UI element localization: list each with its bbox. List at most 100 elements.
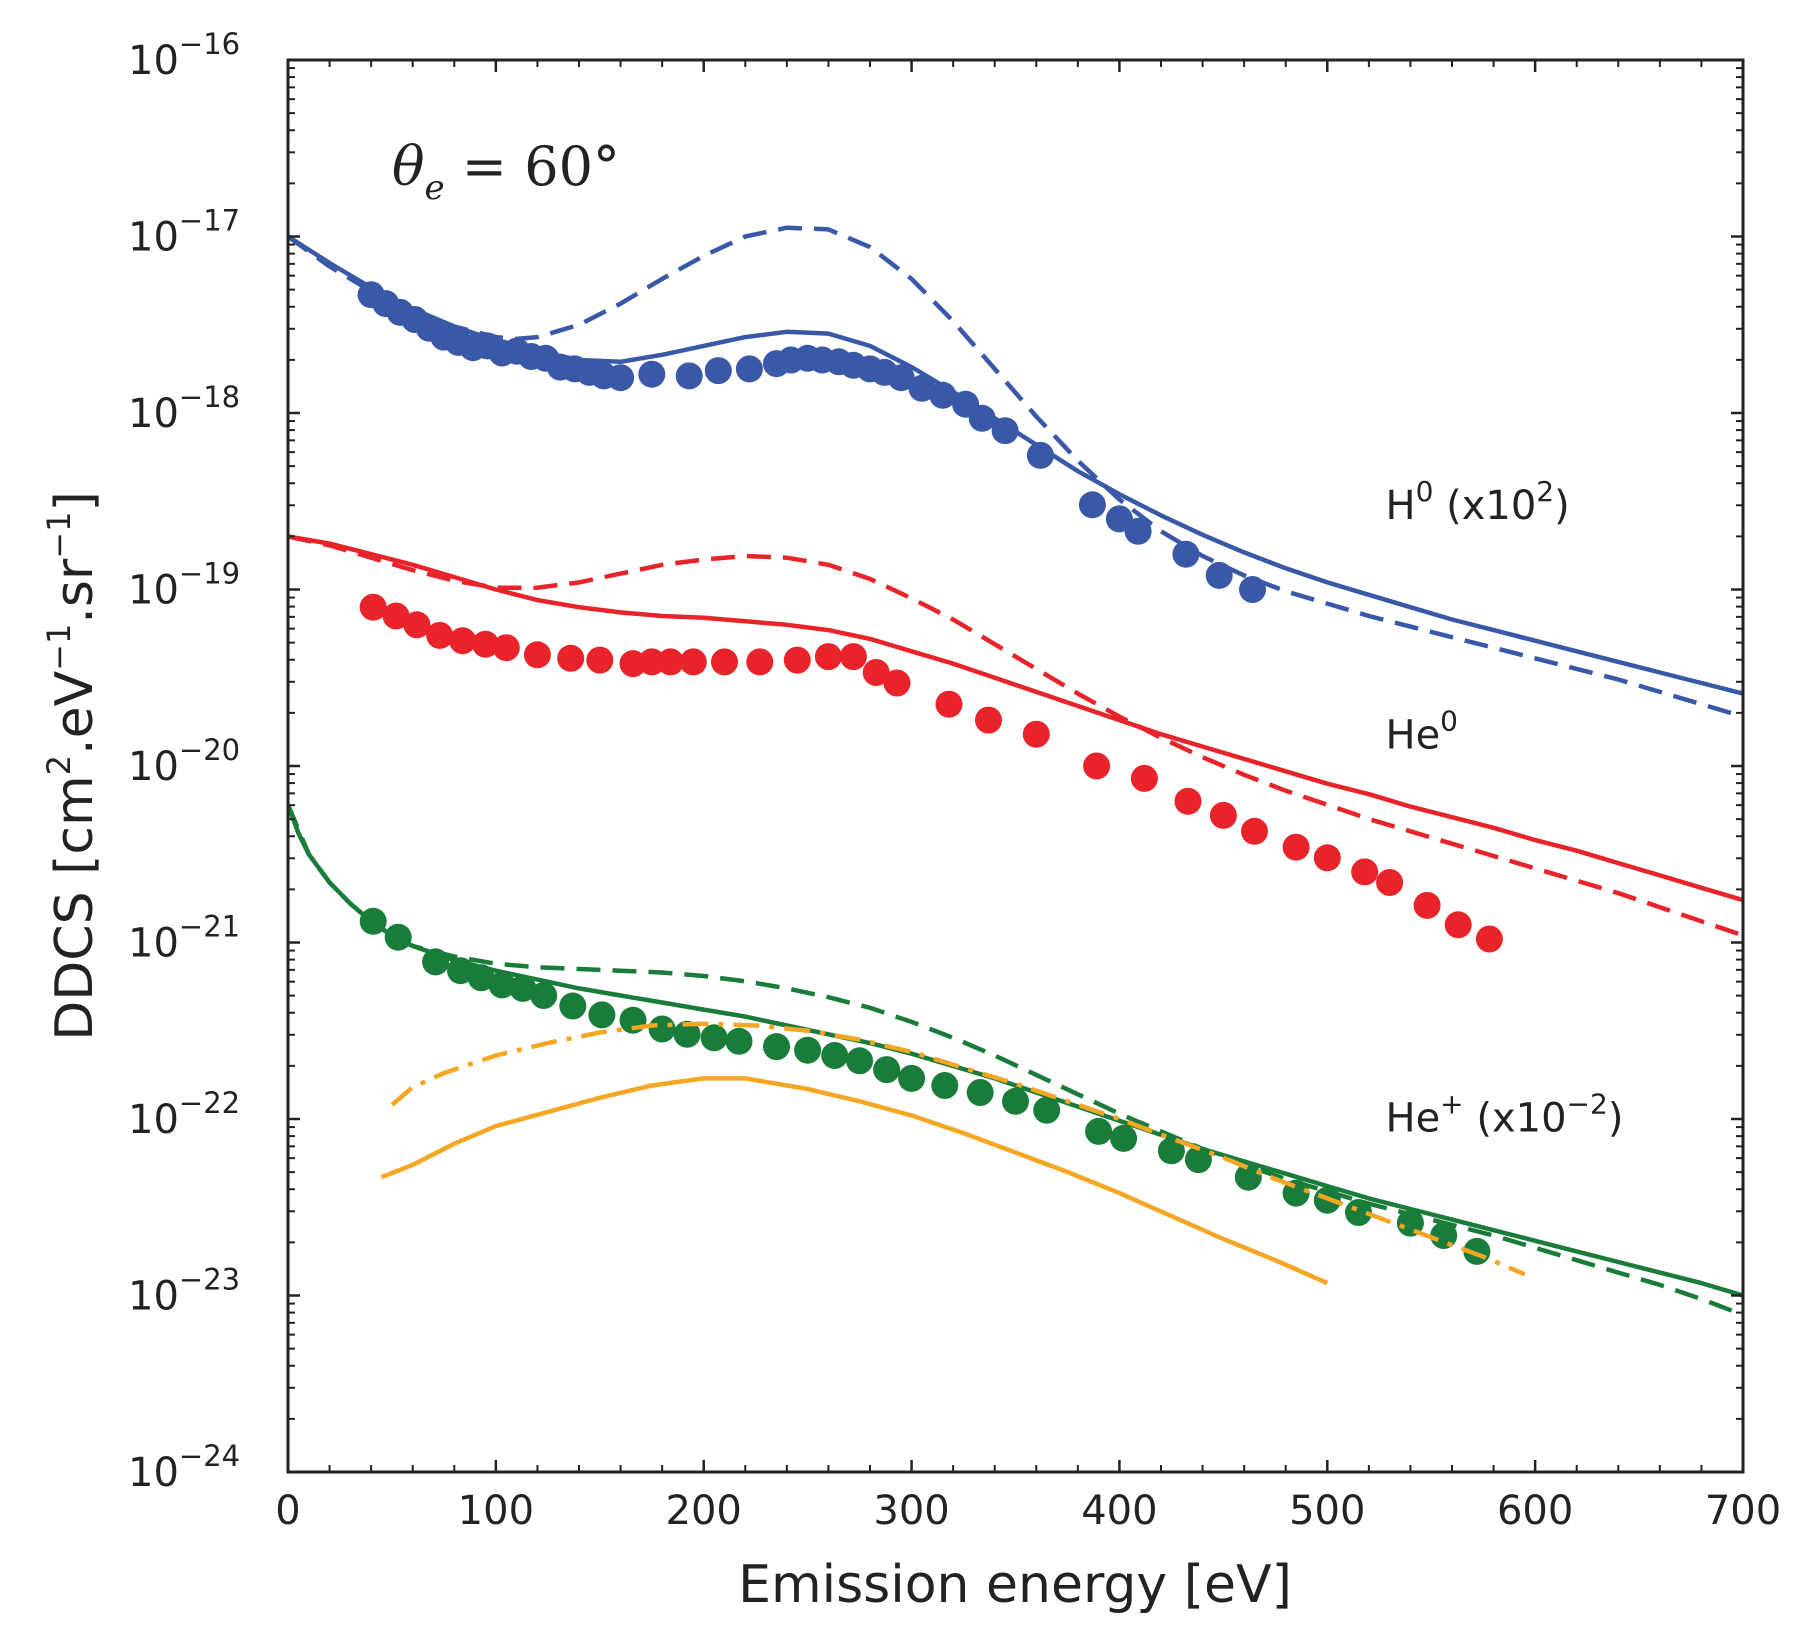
data-point: [648, 1015, 676, 1043]
data-point: [846, 1047, 874, 1075]
data-point: [814, 643, 842, 671]
data-point: [557, 644, 585, 672]
data-point: [588, 1001, 616, 1029]
data-point: [991, 417, 1019, 445]
x-tick-label: 0: [275, 1488, 300, 1534]
data-point: [711, 648, 738, 676]
data-point: [966, 1079, 994, 1106]
data-point: [1351, 858, 1379, 886]
data-point: [735, 355, 763, 383]
data-point: [1033, 1096, 1061, 1124]
y-title-part-4: ]: [45, 491, 105, 511]
data-point: [725, 1027, 753, 1055]
data-point: [657, 648, 684, 676]
series-line-he0-dashed: [288, 534, 1743, 938]
data-point: [426, 621, 454, 649]
series-layer: [288, 225, 1743, 1318]
y-title-sup-3: −1: [40, 512, 78, 559]
y-tick-label: 10−18: [128, 380, 240, 437]
data-point: [1413, 891, 1441, 919]
annotation-h0: H0 (x102): [1385, 475, 1569, 529]
data-point: [492, 634, 520, 662]
data-point: [638, 648, 666, 676]
data-point: [403, 611, 431, 639]
theta-label: θe = 60°: [392, 135, 620, 208]
ticks-layer: 0 100 200 300 400 500 600 700 10−24 10−23 10−22 10−…: [128, 27, 1781, 1534]
y-title-sup-1: 2: [40, 755, 78, 775]
data-point: [586, 646, 614, 674]
data-point: [968, 404, 996, 432]
data-point: [746, 648, 774, 676]
y-tick-label: 10−22: [128, 1086, 240, 1143]
data-point: [1444, 911, 1472, 939]
data-point: [700, 1024, 728, 1052]
data-point: [975, 706, 1002, 734]
data-point: [1475, 925, 1503, 953]
x-tick-label: 600: [1497, 1488, 1573, 1534]
data-point: [1313, 844, 1341, 872]
data-point: [523, 641, 551, 669]
data-point: [1241, 817, 1268, 845]
x-tick-label: 400: [1081, 1488, 1157, 1534]
y-title-sup-2: −1: [40, 624, 78, 671]
data-point: [359, 593, 387, 621]
y-axis-title: DDCS [cm2.eV−1.sr−1]: [40, 491, 105, 1041]
data-point: [1085, 1117, 1113, 1145]
data-point: [1110, 1124, 1138, 1152]
data-point: [1376, 869, 1404, 896]
data-point: [821, 1042, 849, 1069]
y-title-part-3: .sr: [45, 558, 105, 624]
plot-frame: [286, 58, 1745, 1474]
data-point: [794, 1036, 822, 1064]
series-h0-experiment: [357, 281, 1266, 603]
data-point: [472, 630, 499, 658]
data-point: [1209, 801, 1237, 829]
data-point: [1022, 720, 1050, 748]
series-line-he-orange-solid: [380, 1076, 1329, 1286]
data-point: [638, 360, 666, 388]
data-point: [1078, 491, 1106, 519]
theta-rest: = 60°: [445, 135, 620, 198]
series-he0-experiment: [359, 593, 1503, 953]
data-point: [1234, 1163, 1262, 1191]
data-point: [783, 646, 811, 674]
data-point: [559, 992, 587, 1020]
data-point: [883, 669, 911, 697]
y-tick-label: 10−21: [128, 910, 240, 967]
annotation-layer: H0 (x102) He0 He+ (x10−2): [1385, 475, 1623, 1141]
plot-clip-group: [288, 225, 1743, 1318]
y-title-part-1: DDCS [cm: [45, 775, 105, 1040]
series-line-h0-dashed: [288, 225, 1743, 719]
series-line-he-orange-dash-dot: [390, 1021, 1526, 1277]
theta-symbol: θ: [392, 135, 425, 198]
data-point: [1002, 1087, 1029, 1115]
data-point: [673, 1020, 701, 1048]
data-point: [1172, 540, 1200, 568]
y-tick-label: 10−17: [128, 204, 240, 261]
data-point: [862, 659, 890, 686]
data-point: [763, 1033, 790, 1061]
x-tick-label: 700: [1705, 1488, 1781, 1534]
data-point: [449, 627, 477, 655]
y-tick-label: 10−20: [128, 733, 240, 790]
data-point: [931, 1072, 959, 1099]
data-point: [679, 648, 707, 676]
data-point: [908, 374, 936, 402]
data-point: [935, 690, 963, 718]
x-tick-label: 300: [873, 1488, 949, 1534]
data-point: [839, 643, 867, 671]
y-tick-label: 10−19: [128, 557, 240, 614]
annotation-he0: He0: [1385, 704, 1458, 758]
data-point: [1130, 764, 1158, 792]
x-tick-label: 100: [458, 1488, 534, 1534]
data-point: [488, 971, 516, 999]
data-point: [1345, 1199, 1372, 1226]
data-point: [704, 357, 732, 385]
y-tick-label: 10−16: [128, 27, 240, 84]
data-point: [1124, 517, 1152, 545]
data-point: [607, 364, 635, 392]
annotation-heplus: He+ (x10−2): [1385, 1087, 1623, 1141]
data-point: [530, 982, 558, 1009]
data-point: [1282, 833, 1310, 861]
